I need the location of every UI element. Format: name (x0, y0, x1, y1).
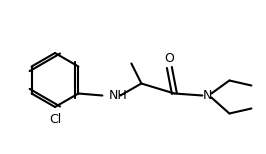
Text: N: N (203, 89, 212, 102)
Text: O: O (164, 51, 174, 65)
Text: NH: NH (108, 89, 127, 102)
Text: Cl: Cl (49, 113, 61, 126)
